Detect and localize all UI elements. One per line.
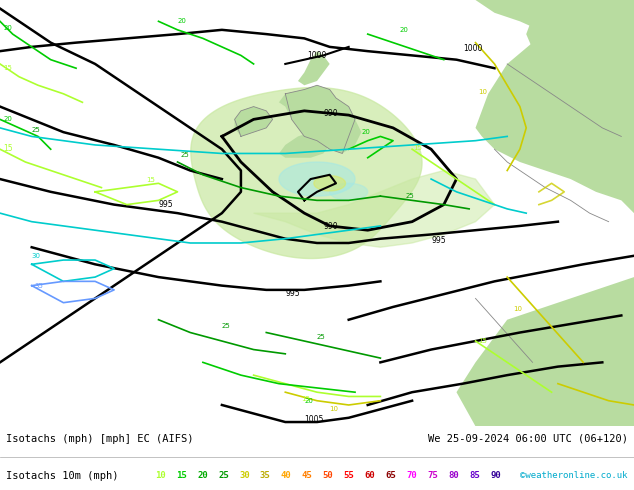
Polygon shape: [279, 85, 361, 153]
Text: 20: 20: [178, 19, 186, 25]
Polygon shape: [330, 183, 368, 200]
Text: 15: 15: [413, 145, 422, 151]
Text: 20: 20: [3, 25, 12, 31]
Text: 990: 990: [323, 222, 338, 231]
Text: 995: 995: [431, 236, 446, 245]
Polygon shape: [191, 88, 422, 259]
Text: 60: 60: [365, 471, 375, 480]
Polygon shape: [279, 162, 355, 196]
Polygon shape: [444, 0, 634, 64]
Text: 20: 20: [304, 398, 313, 404]
Text: 990: 990: [323, 109, 338, 118]
Text: ©weatheronline.co.uk: ©weatheronline.co.uk: [520, 471, 628, 480]
Text: 65: 65: [385, 471, 396, 480]
Text: 25: 25: [218, 471, 229, 480]
Text: 10: 10: [155, 471, 166, 480]
Polygon shape: [476, 0, 634, 213]
Text: 15: 15: [301, 396, 310, 402]
Text: We 25-09-2024 06:00 UTC (06+120): We 25-09-2024 06:00 UTC (06+120): [428, 434, 628, 444]
Text: 15: 15: [146, 177, 155, 183]
Text: 85: 85: [469, 471, 480, 480]
Text: 20: 20: [361, 129, 370, 135]
Text: 1005: 1005: [304, 415, 324, 424]
Text: Isotachs 10m (mph): Isotachs 10m (mph): [6, 471, 119, 481]
Text: 50: 50: [323, 471, 333, 480]
Text: 70: 70: [406, 471, 417, 480]
Text: 25: 25: [222, 323, 231, 329]
Text: 25: 25: [32, 127, 41, 133]
Text: 1000: 1000: [307, 50, 327, 60]
Text: Isotachs (mph) [mph] EC (AIFS): Isotachs (mph) [mph] EC (AIFS): [6, 434, 194, 444]
Text: 35: 35: [35, 283, 44, 289]
Text: 75: 75: [427, 471, 438, 480]
Polygon shape: [279, 132, 330, 158]
Polygon shape: [456, 277, 634, 426]
Text: 25: 25: [317, 334, 326, 340]
Text: 30: 30: [239, 471, 250, 480]
Text: 15: 15: [479, 338, 488, 344]
Text: 1000: 1000: [463, 44, 482, 53]
Text: 10: 10: [514, 306, 522, 312]
Text: 10: 10: [479, 89, 488, 95]
Text: 20: 20: [399, 27, 408, 33]
Text: 15: 15: [3, 65, 12, 72]
Polygon shape: [254, 171, 495, 247]
Polygon shape: [298, 51, 330, 85]
Text: 10: 10: [330, 406, 339, 413]
Text: 55: 55: [344, 471, 354, 480]
Text: 995: 995: [285, 289, 300, 298]
Text: 20: 20: [3, 117, 12, 122]
Text: 80: 80: [448, 471, 459, 480]
Text: 995: 995: [158, 200, 173, 209]
Text: 45: 45: [302, 471, 313, 480]
Text: 15: 15: [3, 145, 13, 153]
Text: 90: 90: [490, 471, 501, 480]
Text: 20: 20: [197, 471, 208, 480]
Polygon shape: [526, 0, 634, 106]
Text: 40: 40: [281, 471, 292, 480]
Text: 15: 15: [176, 471, 187, 480]
Polygon shape: [235, 106, 273, 136]
Text: 35: 35: [260, 471, 271, 480]
Text: 25: 25: [406, 193, 415, 199]
Text: 30: 30: [32, 253, 41, 259]
Text: 25: 25: [181, 152, 190, 158]
Polygon shape: [314, 175, 346, 191]
